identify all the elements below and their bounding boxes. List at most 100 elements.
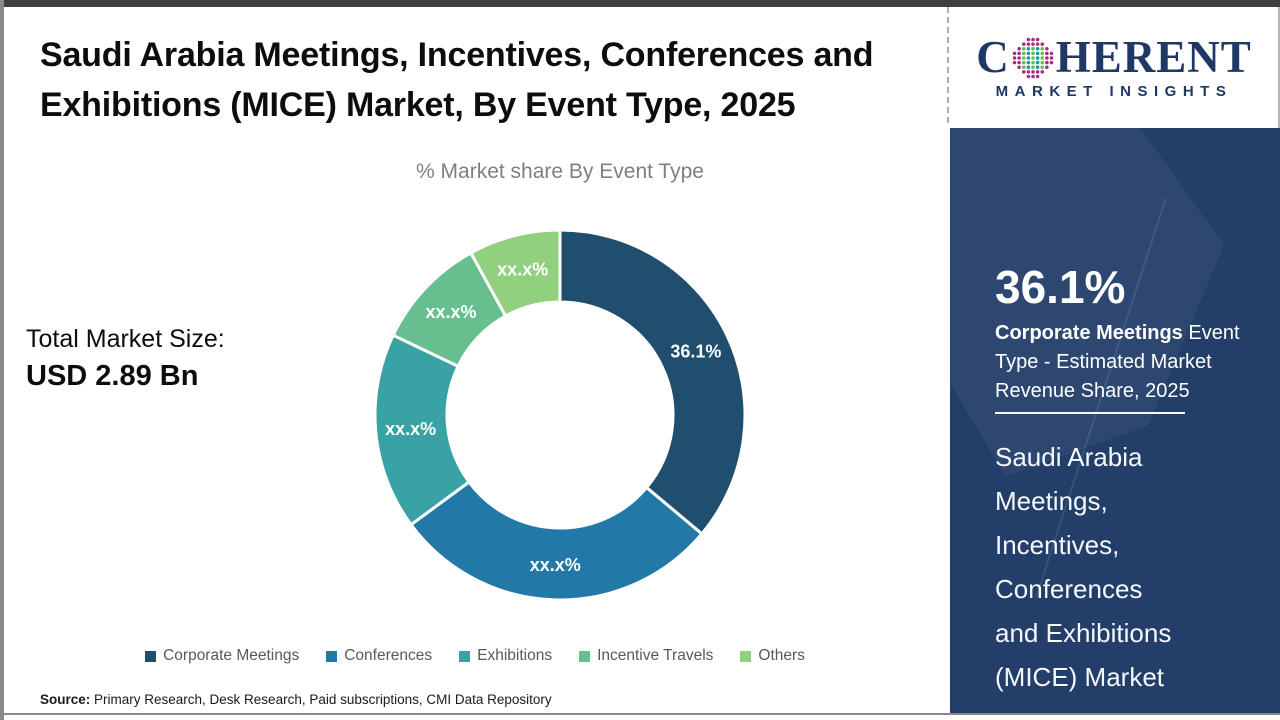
sidebar-panel: 36.1% Corporate Meetings Event Type - Es… [950, 128, 1280, 715]
globe-dot [1044, 55, 1049, 60]
brand-logo-row: C HERENT [976, 35, 1252, 80]
globe-dot [1040, 51, 1044, 55]
top-bar [0, 0, 1280, 7]
legend-label: Others [758, 647, 805, 664]
globe-dot [1030, 74, 1035, 78]
globe-dot [1035, 51, 1040, 55]
bottom-border [0, 713, 1280, 715]
page-title: Saudi Arabia Meetings, Incentives, Confe… [40, 36, 874, 124]
legend-item-others: Others [740, 647, 805, 665]
globe-dot [1021, 46, 1026, 51]
donut-segment-label: xx.x% [497, 260, 548, 280]
globe-dot [1021, 60, 1026, 64]
globe-dot [1049, 51, 1053, 55]
globe-dot [1030, 51, 1035, 55]
highlight-stat-description: Corporate Meetings Event Type - Estimate… [995, 319, 1249, 406]
text-line: (MICE) Market [995, 662, 1164, 692]
total-market-size-block: Total Market Size: USD 2.89 Bn [26, 322, 225, 396]
legend-swatch [326, 650, 338, 662]
source-line: Source: Primary Research, Desk Research,… [40, 692, 552, 707]
globe-dot [1026, 37, 1030, 41]
chart-title: % Market share By Event Type [416, 160, 704, 183]
legend-item-corporate-meetings: Corporate Meetings [145, 647, 299, 665]
donut-segment-label: xx.x% [425, 302, 476, 322]
globe-dot [1026, 55, 1030, 60]
globe-dot [1021, 51, 1026, 55]
legend-swatch [145, 650, 157, 662]
stat-underline [995, 412, 1185, 414]
stat-description-bold: Corporate Meetings [995, 322, 1183, 344]
text-line: Meetings, [995, 486, 1108, 516]
globe-dot [1035, 55, 1040, 60]
globe-dot [1035, 60, 1040, 64]
sidebar-market-title: Saudi Arabia Meetings, Incentives, Conferen… [995, 435, 1250, 699]
globe-dot [1035, 46, 1040, 51]
legend-item-exhibitions: Exhibitions [459, 647, 552, 665]
donut-segment-label: xx.x% [385, 419, 436, 439]
globe-dot [1017, 46, 1021, 51]
highlight-stat-value: 36.1% [995, 261, 1126, 313]
globe-dot [1049, 60, 1053, 64]
globe-dot [1017, 51, 1021, 55]
logo-subtitle: MARKET INSIGHTS [995, 83, 1233, 100]
globe-dot [1026, 46, 1030, 51]
dashed-divider [947, 7, 949, 123]
globe-dot [1040, 41, 1044, 46]
legend-label: Corporate Meetings [163, 647, 300, 664]
globe-dot [1021, 55, 1026, 60]
globe-icon [1012, 37, 1053, 78]
globe-dot [1044, 60, 1049, 64]
globe-dot [1035, 64, 1040, 69]
legend-swatch [459, 650, 471, 662]
legend-label: Exhibitions [477, 647, 553, 664]
globe-dot [1030, 41, 1035, 46]
globe-dot [1030, 37, 1035, 41]
total-market-size-label: Total Market Size: [26, 325, 225, 353]
globe-dot [1044, 64, 1049, 69]
globe-dot [1012, 51, 1017, 55]
globe-dot [1017, 64, 1021, 69]
globe-dot [1021, 64, 1026, 69]
legend-label: Incentive Travels [597, 647, 714, 664]
logo-text-prefix: C [976, 32, 1010, 82]
globe-dot [1049, 55, 1053, 60]
text-line: and Exhibitions [995, 618, 1172, 648]
legend-item-conferences: Conferences [326, 647, 432, 665]
source-text: Primary Research, Desk Research, Paid su… [90, 692, 552, 707]
globe-dot [1021, 41, 1026, 46]
globe-dot [1026, 69, 1030, 74]
globe-dot [1030, 60, 1035, 64]
globe-dot [1012, 60, 1017, 64]
logo-text-suffix: HERENT [1055, 32, 1252, 82]
donut-chart: 36.1% xx.x% xx.x% xx.x% xx.x% [373, 228, 747, 602]
globe-dot [1017, 55, 1021, 60]
globe-dot [1030, 69, 1035, 74]
globe-dot [1040, 64, 1044, 69]
globe-dot [1035, 41, 1040, 46]
globe-dot [1035, 69, 1040, 74]
donut-segment-label: 36.1% [670, 342, 721, 362]
chart-legend: Corporate Meetings Conferences Exhibitions… [0, 644, 950, 668]
globe-dot [1035, 74, 1040, 78]
sidebar: C HERENT MARKET INSIGHTS 36.1% Corporate… [947, 7, 1280, 715]
globe-dot [1040, 69, 1044, 74]
globe-dot [1040, 55, 1044, 60]
legend-swatch [579, 650, 591, 662]
globe-dot [1040, 60, 1044, 64]
left-border [0, 0, 4, 720]
stat-description-rest: Event Type - Estimated Market Revenue Sh… [995, 322, 1240, 402]
globe-dot [1044, 46, 1049, 51]
donut-segment-conferences [409, 480, 704, 602]
globe-dot [1040, 46, 1044, 51]
globe-dot [1026, 51, 1030, 55]
source-label: Source: [40, 692, 91, 707]
legend-swatch [740, 650, 752, 662]
bottom-margin [0, 715, 1280, 720]
globe-dot [1026, 41, 1030, 46]
globe-dot [1030, 64, 1035, 69]
text-line: Conferences [995, 574, 1143, 604]
donut-segment-label: xx.x% [530, 555, 581, 575]
brand-logo: C HERENT MARKET INSIGHTS [950, 7, 1280, 128]
globe-dot [1026, 64, 1030, 69]
